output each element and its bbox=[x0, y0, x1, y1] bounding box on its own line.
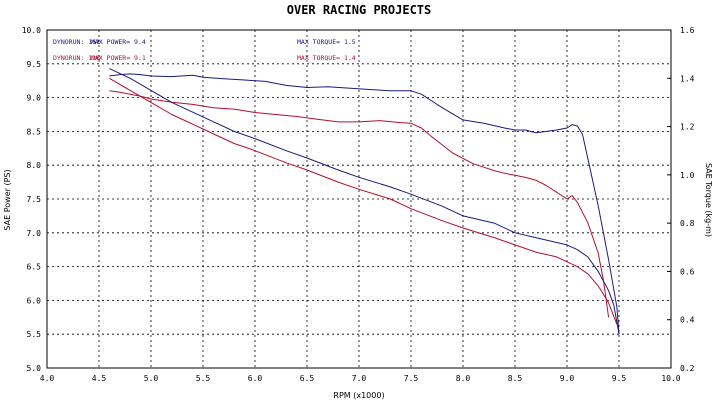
y-tick-label-right: 1.2 bbox=[680, 123, 695, 132]
x-tick-label: 7.5 bbox=[404, 374, 419, 383]
y-tick-label-left: 10.0 bbox=[22, 26, 41, 35]
y-tick-label-left: 5.5 bbox=[27, 330, 42, 339]
y-tick-label-left: 6.0 bbox=[27, 296, 42, 305]
y-axis-label-left: SAE Power (PS) bbox=[3, 169, 12, 230]
x-axis-label: RPM (x1000) bbox=[333, 391, 384, 400]
y-tick-label-right: 0.2 bbox=[680, 364, 695, 373]
x-tick-label: 9.5 bbox=[612, 374, 627, 383]
legend-run: DYNORUN: 126 bbox=[53, 54, 100, 62]
y-tick-label-right: 1.4 bbox=[680, 74, 695, 83]
chart-title: OVER RACING PROJECTS bbox=[287, 3, 432, 17]
x-tick-label: 5.5 bbox=[196, 374, 211, 383]
x-tick-label: 7.0 bbox=[352, 374, 367, 383]
y-tick-label-right: 0.8 bbox=[680, 219, 695, 228]
axis-ticks: 4.0 4.5 5.0 5.5 6.0 6.5 7.0 7.5 8.0 8.5 9.0 9.5 10.0… bbox=[22, 26, 695, 383]
series-line-power-161 bbox=[109, 73, 620, 335]
series-line-torque-161 bbox=[109, 68, 620, 335]
x-tick-label: 5.0 bbox=[144, 374, 159, 383]
y-tick-label-right: 0.6 bbox=[680, 267, 695, 276]
x-tick-label: 8.5 bbox=[508, 374, 523, 383]
legend-max-torque: MAX TORQUE= 1.4 bbox=[297, 54, 356, 62]
x-tick-label: 6.0 bbox=[248, 374, 263, 383]
y-tick-label-right: 1.0 bbox=[680, 171, 695, 180]
legend-run: DYNORUN: 161 bbox=[53, 38, 100, 46]
legend-max-torque: MAX TORQUE= 1.5 bbox=[297, 38, 356, 46]
x-tick-label: 9.0 bbox=[560, 374, 575, 383]
series-lines bbox=[109, 68, 620, 335]
x-tick-label: 4.5 bbox=[92, 374, 107, 383]
y-tick-label-right: 1.6 bbox=[680, 26, 695, 35]
y-tick-label-left: 5.0 bbox=[27, 364, 42, 373]
y-axis-label-right: SAE Torque (kg-m) bbox=[704, 163, 713, 237]
y-tick-label-left: 6.5 bbox=[27, 263, 42, 272]
series-line-torque-126 bbox=[109, 77, 618, 325]
x-tick-label: 10.0 bbox=[661, 374, 680, 383]
y-tick-label-left: 8.0 bbox=[27, 161, 42, 170]
plot-frame bbox=[46, 29, 672, 369]
x-tick-label: 8.0 bbox=[456, 374, 471, 383]
series-line-power-126 bbox=[109, 90, 610, 318]
x-tick-label: 4.0 bbox=[40, 374, 55, 383]
y-tick-label-left: 9.5 bbox=[27, 60, 42, 69]
y-tick-label-left: 7.0 bbox=[27, 229, 42, 238]
y-tick-label-right: 0.4 bbox=[680, 316, 695, 325]
y-tick-label-left: 8.5 bbox=[27, 127, 42, 136]
y-tick-label-left: 7.5 bbox=[27, 195, 42, 204]
legend-max-power: MAX POWER= 9.4 bbox=[91, 38, 146, 46]
grid bbox=[47, 30, 671, 368]
y-tick-label-left: 9.0 bbox=[27, 94, 42, 103]
legend-max-power: MAX POWER= 9.1 bbox=[91, 54, 146, 62]
x-tick-label: 6.5 bbox=[300, 374, 315, 383]
